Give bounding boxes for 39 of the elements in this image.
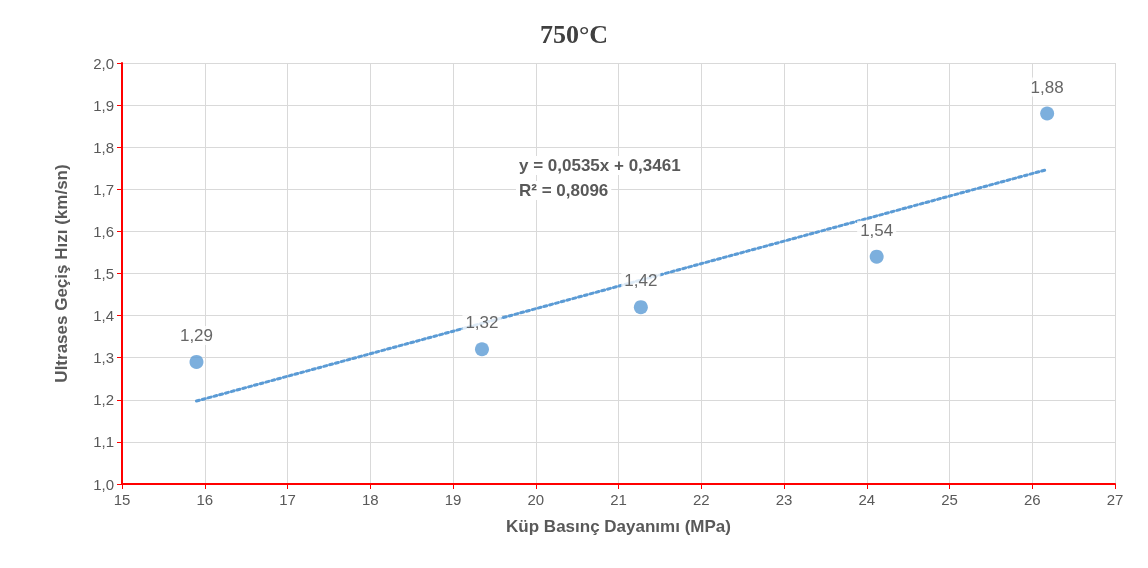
x-tick-label: 21 — [610, 491, 627, 508]
data-label: 1,29 — [179, 325, 214, 345]
x-tick-label: 22 — [692, 491, 710, 508]
x-tick-label: 27 — [1106, 491, 1124, 508]
y-tick-label: 1,0 — [93, 475, 114, 493]
point — [189, 354, 204, 369]
point — [633, 300, 648, 315]
annotation: R² = 0,8096 — [519, 181, 609, 200]
x-tick-label: 25 — [941, 491, 958, 508]
x-tick-label: 23 — [775, 491, 793, 508]
x-tick-label: 16 — [196, 491, 214, 508]
y-tick-label: 1,3 — [93, 349, 114, 367]
y-tick-label: 1,9 — [93, 96, 114, 114]
chart-title: 750°C — [539, 19, 609, 49]
y-tick-label: 1,4 — [93, 307, 114, 325]
point — [1040, 106, 1055, 121]
x-tick-label: 20 — [527, 491, 545, 508]
x-tick-label: 26 — [1023, 491, 1041, 508]
x-tick-label: 19 — [444, 491, 462, 508]
x-tick-label: 24 — [858, 491, 876, 508]
x-tick-label: 17 — [279, 491, 296, 508]
data-label: 1,42 — [624, 271, 658, 291]
y-axis-title: Ultrases Geçiş Hızı (km/sn) — [52, 164, 71, 383]
y-tick-label: 1,1 — [93, 433, 114, 451]
point — [474, 342, 489, 357]
y-tick-label: 2,0 — [93, 54, 114, 72]
x-tick-label: 18 — [361, 491, 379, 508]
point — [869, 249, 884, 264]
y-tick-label: 1,2 — [93, 391, 114, 409]
x-axis-title: Küp Basınç Dayanımı (MPa) — [506, 517, 731, 536]
y-tick-label: 1,7 — [93, 180, 114, 198]
annotation: y = 0,0535x + 0,3461 — [519, 156, 681, 175]
y-tick-label: 1,5 — [93, 265, 114, 282]
y-tick-label: 1,6 — [93, 222, 114, 240]
data-label: 1,54 — [860, 220, 894, 240]
data-label: 1,32 — [465, 313, 499, 333]
data-label: 1,88 — [1030, 77, 1064, 97]
y-tick-label: 1,8 — [93, 138, 114, 156]
x-tick-label: 15 — [113, 491, 131, 508]
